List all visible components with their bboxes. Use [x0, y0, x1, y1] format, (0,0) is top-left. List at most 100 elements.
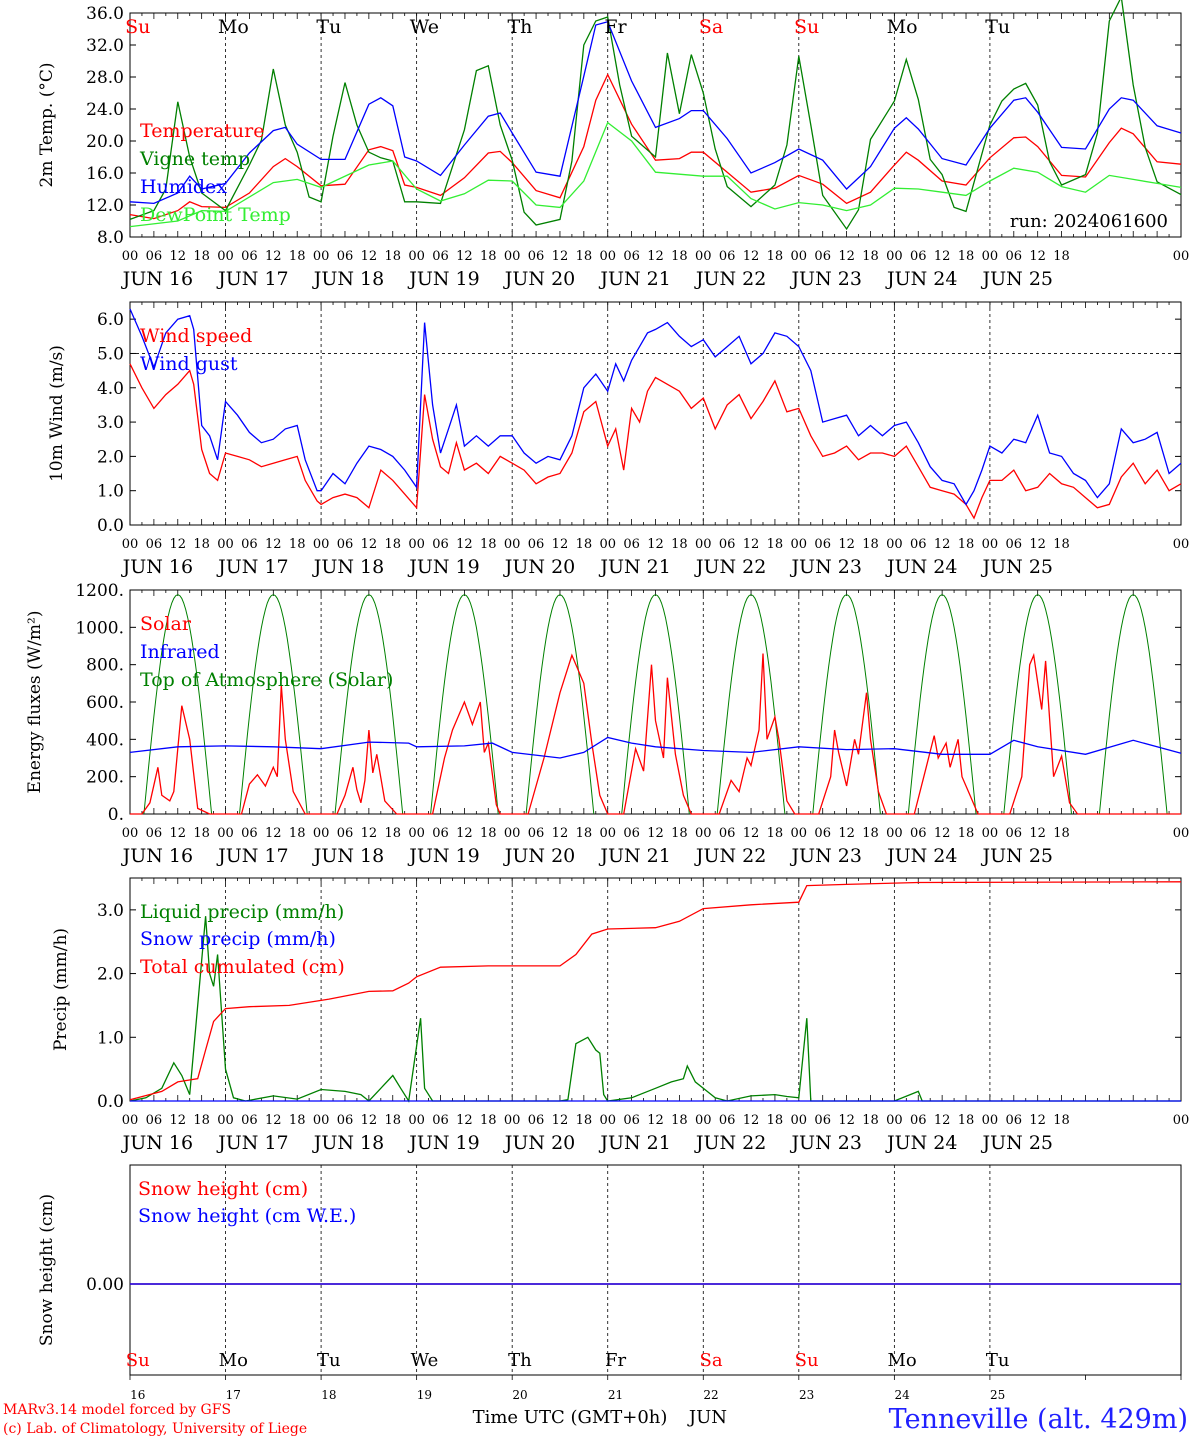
hour-tick-label: 18 — [289, 249, 306, 264]
hour-tick-label: 18 — [862, 1113, 879, 1128]
day-label: JUN 20 — [503, 1132, 575, 1154]
day-label: JUN 21 — [598, 1132, 670, 1154]
hour-tick-label: 12 — [647, 249, 664, 264]
legend-entry: Vigne temp — [139, 148, 250, 170]
plot-frame — [129, 589, 1182, 815]
hour-tick-label: 12 — [361, 1113, 378, 1128]
y-tick-label: 200. — [86, 768, 124, 788]
day-label: JUN 17 — [216, 556, 288, 578]
legend-entry: Wind gust — [140, 353, 238, 375]
hour-tick-label: 18 — [289, 537, 306, 552]
day-label: JUN 20 — [503, 845, 575, 867]
weekday-label: Su — [795, 1350, 819, 1371]
hour-tick-label: 00 — [408, 249, 425, 264]
y-tick-label: 28.0 — [86, 68, 124, 88]
hour-tick-label: 18 — [958, 826, 975, 841]
hour-tick-label: 06 — [241, 537, 258, 552]
weekday-label: Tu — [985, 16, 1010, 38]
series-vigne-temp-line — [129, 0, 1182, 231]
hour-tick-label: 12 — [169, 1113, 186, 1128]
hour-tick-label: 00 — [122, 249, 139, 264]
hour-tick-label: 12 — [169, 537, 186, 552]
day-label: JUN 23 — [789, 556, 861, 578]
hour-tick-label: 00 — [791, 826, 808, 841]
y-tick-label: 1000. — [75, 618, 124, 638]
legend-entry: Infrared — [140, 641, 220, 663]
hour-tick-label: 00 — [695, 826, 712, 841]
y-tick-label: 0.00 — [86, 1275, 124, 1295]
hour-tick-label: 12 — [743, 537, 760, 552]
hour-tick-label: 06 — [623, 826, 640, 841]
hour-tick-label: 18 — [958, 1113, 975, 1128]
hour-tick-label: 00 — [217, 1113, 234, 1128]
series-dewpoint-temp-line — [129, 121, 1182, 228]
weekday-label: Tu — [317, 1350, 341, 1371]
day-label: JUN 22 — [694, 845, 766, 867]
legend-entry: Snow height (cm W.E.) — [138, 1205, 356, 1227]
hour-tick-label: 06 — [623, 249, 640, 264]
day-number: 17 — [226, 1388, 241, 1402]
hour-tick-label: 12 — [838, 537, 855, 552]
day-label: JUN 20 — [503, 268, 575, 290]
day-label: JUN 22 — [694, 268, 766, 290]
hour-tick-label: 00 — [313, 537, 330, 552]
hour-tick-label: 06 — [528, 1113, 545, 1128]
hour-tick-label: 12 — [361, 537, 378, 552]
day-label: JUN 25 — [981, 1132, 1053, 1154]
series-toa-solar-line — [239, 594, 308, 815]
meteogram-panels: 8.0 12.0 16.0 20.0 24.0 28.0 32.0 36.0 2m Temp. … — [25, 0, 1189, 1402]
legend-entry: DewPoint Temp — [140, 204, 291, 226]
hour-tick-label: 06 — [146, 537, 163, 552]
panel-2: 0.0 1.0 2.0 3.0 4.0 5.0 6.0 10m Wind (m/s) Wind … — [47, 301, 1189, 578]
run-annotation: run: 2024061600 — [1010, 211, 1168, 232]
day-label: JUN 17 — [216, 268, 288, 290]
hour-tick-label: 18 — [767, 249, 784, 264]
day-label: JUN 24 — [885, 1132, 957, 1154]
y-tick-label: 8.0 — [97, 228, 124, 248]
series-toa-solar-line — [334, 594, 404, 815]
series-toa-solar-line — [716, 594, 786, 815]
hour-tick-label: 06 — [528, 826, 545, 841]
series-toa-solar-line — [430, 594, 499, 815]
footer: MARv3.14 model forced by GFS (c) Lab. of… — [3, 1402, 1188, 1437]
hour-tick-label: 00 — [599, 1113, 616, 1128]
hour-tick-label: 06 — [337, 1113, 354, 1128]
hour-tick-label: 12 — [361, 826, 378, 841]
hour-tick-label: 18 — [671, 537, 688, 552]
hour-tick-label: 00 — [313, 826, 330, 841]
day-label: JUN 16 — [121, 556, 193, 578]
hour-tick-label: 00 — [122, 826, 139, 841]
y-axis-title: 2m Temp. (°C) — [37, 62, 57, 187]
day-number: 18 — [321, 1388, 336, 1402]
hour-tick-label: 18 — [1053, 826, 1070, 841]
month-label: JUN — [687, 1407, 727, 1428]
hour-tick-label: 12 — [169, 249, 186, 264]
y-axis-title: 10m Wind (m/s) — [47, 345, 67, 482]
hour-tick-label: 06 — [1006, 537, 1023, 552]
hour-tick-label: 06 — [337, 537, 354, 552]
hour-tick-label: 06 — [910, 537, 927, 552]
hour-tick-label: 00 — [791, 249, 808, 264]
legend-entry: Solar — [140, 613, 192, 635]
hour-tick-label: 12 — [838, 249, 855, 264]
day-label: JUN 21 — [598, 268, 670, 290]
day-label: JUN 18 — [312, 845, 384, 867]
y-tick-label: 5.0 — [97, 344, 124, 364]
hour-tick-label: 06 — [814, 537, 831, 552]
day-number: 24 — [894, 1388, 910, 1402]
y-tick-label: 2.0 — [97, 965, 124, 985]
hour-tick-label: 12 — [647, 826, 664, 841]
hour-tick-label: 18 — [862, 537, 879, 552]
series-toa-solar-line — [143, 594, 213, 815]
y-axis-title: Energy fluxes (W/m²) — [25, 611, 45, 794]
series-toa-solar-line — [907, 594, 977, 815]
hour-tick-label: 12 — [456, 826, 473, 841]
hour-tick-label: 06 — [623, 537, 640, 552]
day-label: JUN 18 — [312, 556, 384, 578]
hour-tick-label: 00 — [504, 537, 521, 552]
hour-tick-label: 06 — [1006, 1113, 1023, 1128]
day-label: JUN 16 — [121, 845, 193, 867]
day-label: JUN 24 — [885, 845, 957, 867]
panel-5: 0.00 Snow height (cm) Snow height (cm) Snow… — [37, 1164, 1182, 1380]
hour-tick-label: 12 — [934, 249, 951, 264]
